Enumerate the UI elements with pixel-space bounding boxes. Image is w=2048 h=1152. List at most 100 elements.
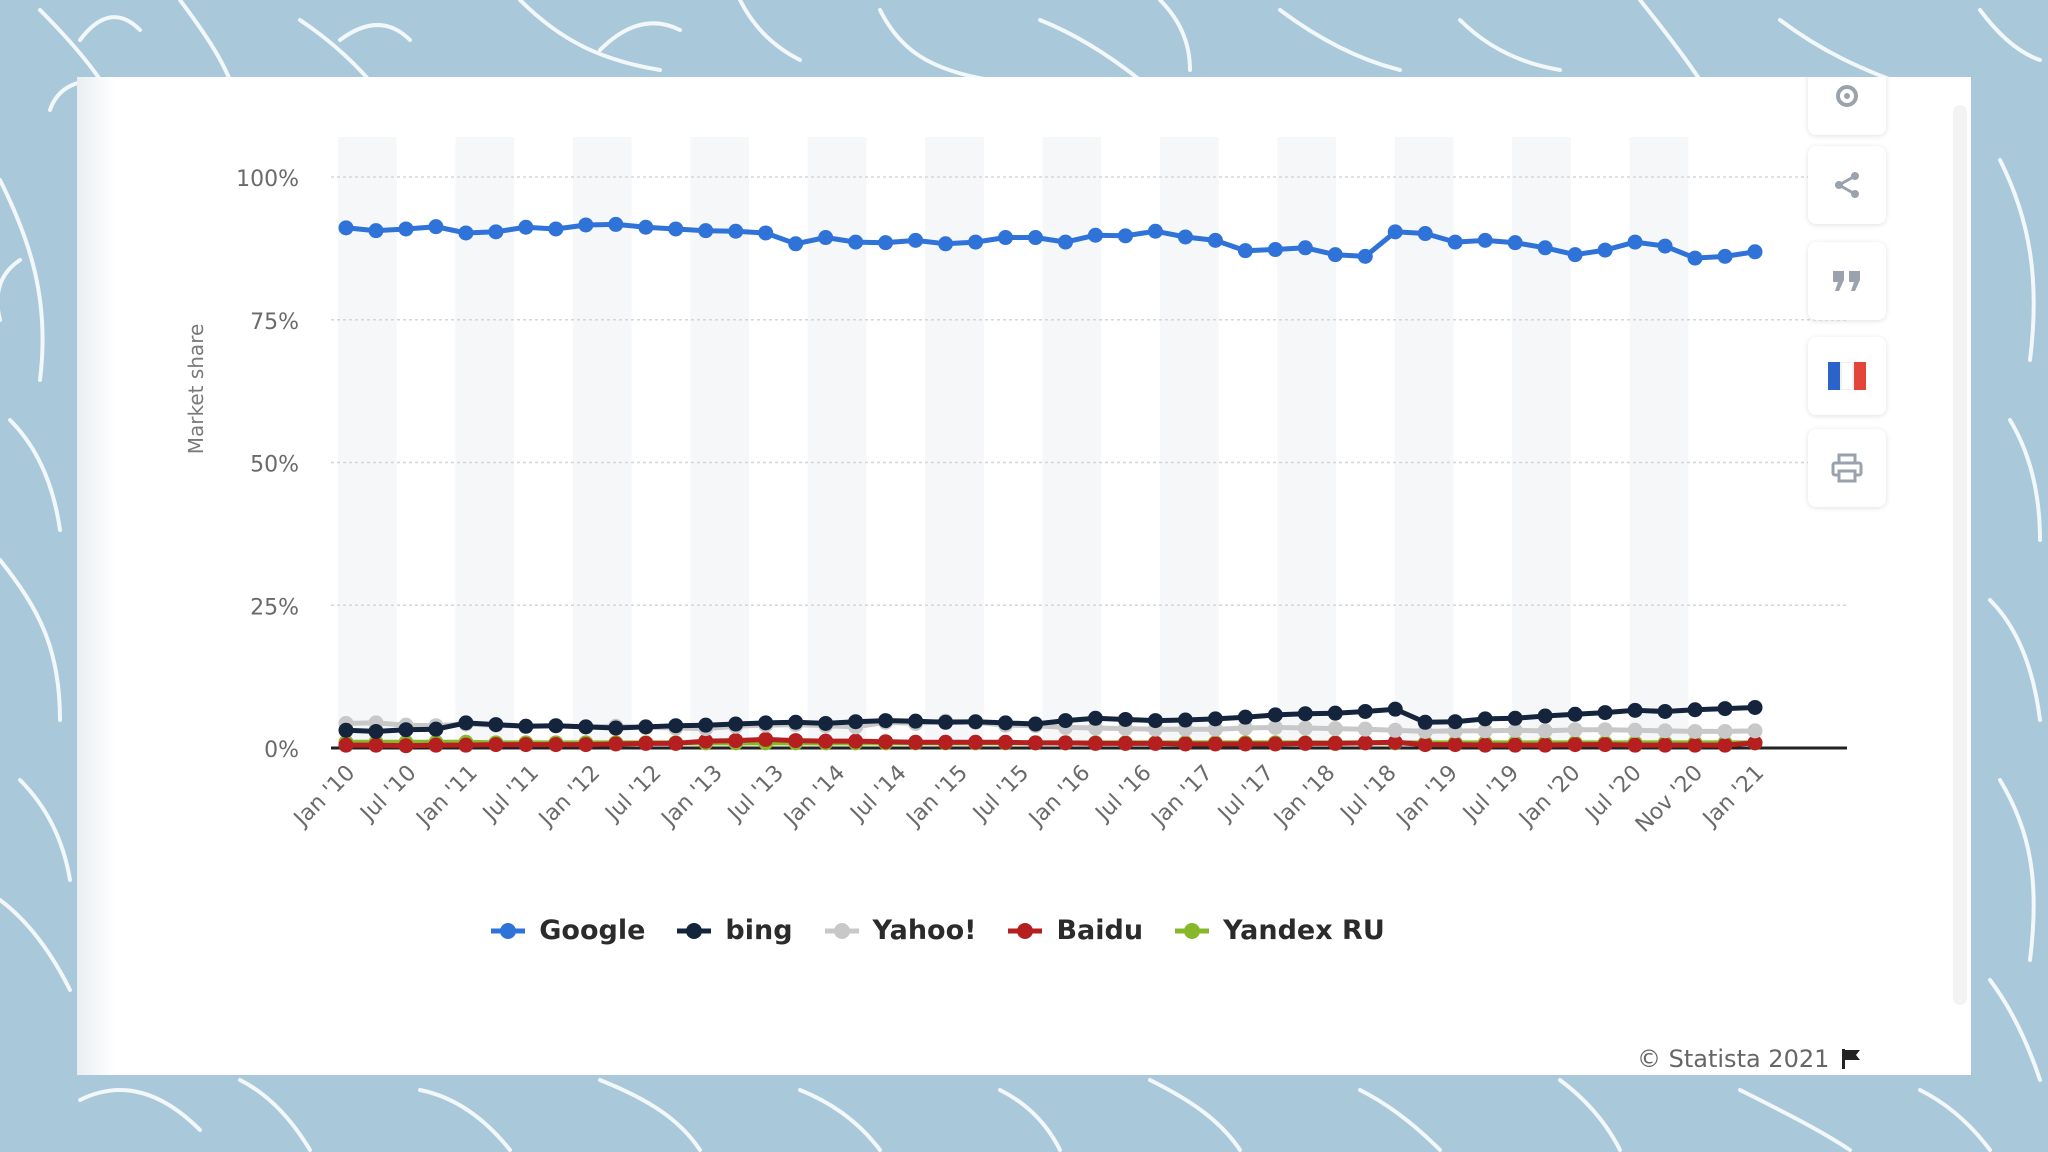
data-point[interactable] [1087, 227, 1103, 243]
data-point[interactable] [428, 721, 444, 737]
data-point[interactable] [908, 713, 924, 729]
data-point[interactable] [878, 235, 894, 251]
data-point[interactable] [1657, 723, 1673, 739]
data-point[interactable] [848, 234, 864, 250]
data-point[interactable] [818, 733, 834, 749]
data-point[interactable] [1117, 228, 1133, 244]
data-point[interactable] [368, 723, 384, 739]
data-point[interactable] [698, 733, 714, 749]
settings-button[interactable] [1808, 77, 1886, 135]
data-point[interactable] [458, 737, 474, 753]
data-point[interactable] [1597, 722, 1613, 738]
data-point[interactable] [1717, 248, 1733, 264]
data-point[interactable] [1147, 735, 1163, 751]
data-point[interactable] [698, 717, 714, 733]
data-point[interactable] [788, 733, 804, 749]
data-point[interactable] [1177, 736, 1193, 752]
data-point[interactable] [728, 733, 744, 749]
data-point[interactable] [1237, 736, 1253, 752]
data-point[interactable] [1387, 722, 1403, 738]
data-point[interactable] [668, 718, 684, 734]
data-point[interactable] [368, 223, 384, 239]
data-point[interactable] [338, 722, 354, 738]
data-point[interactable] [1597, 242, 1613, 258]
data-point[interactable] [1687, 702, 1703, 718]
data-point[interactable] [1747, 244, 1763, 260]
data-point[interactable] [338, 220, 354, 236]
data-point[interactable] [1507, 710, 1523, 726]
print-button[interactable] [1808, 429, 1886, 507]
share-button[interactable] [1808, 146, 1886, 224]
data-point[interactable] [1627, 722, 1643, 738]
data-point[interactable] [698, 223, 714, 239]
data-point[interactable] [1507, 737, 1523, 753]
data-point[interactable] [1717, 723, 1733, 739]
data-point[interactable] [1567, 722, 1583, 738]
data-point[interactable] [1477, 711, 1493, 727]
data-point[interactable] [428, 737, 444, 753]
data-point[interactable] [638, 219, 654, 235]
data-point[interactable] [608, 736, 624, 752]
data-point[interactable] [1537, 723, 1553, 739]
data-point[interactable] [1657, 737, 1673, 753]
data-point[interactable] [1207, 736, 1223, 752]
data-point[interactable] [1028, 230, 1044, 246]
data-point[interactable] [1357, 703, 1373, 719]
data-point[interactable] [1357, 248, 1373, 264]
data-point[interactable] [1567, 737, 1583, 753]
data-point[interactable] [1687, 723, 1703, 739]
data-point[interactable] [1417, 714, 1433, 730]
data-point[interactable] [848, 733, 864, 749]
data-point[interactable] [1177, 712, 1193, 728]
data-point[interactable] [938, 734, 954, 750]
data-point[interactable] [788, 714, 804, 730]
data-point[interactable] [938, 714, 954, 730]
data-point[interactable] [848, 714, 864, 730]
data-point[interactable] [1357, 721, 1373, 737]
data-point[interactable] [1237, 243, 1253, 259]
data-point[interactable] [1537, 240, 1553, 256]
data-point[interactable] [518, 219, 534, 235]
data-point[interactable] [1717, 737, 1733, 753]
data-point[interactable] [1207, 721, 1223, 737]
data-point[interactable] [1267, 719, 1283, 735]
data-point[interactable] [1687, 250, 1703, 266]
data-point[interactable] [1567, 247, 1583, 263]
data-point[interactable] [1147, 713, 1163, 729]
data-point[interactable] [1057, 713, 1073, 729]
data-point[interactable] [1537, 737, 1553, 753]
data-point[interactable] [578, 217, 594, 233]
data-point[interactable] [1207, 711, 1223, 727]
data-point[interactable] [998, 715, 1014, 731]
flag-icon[interactable] [1839, 1047, 1863, 1071]
data-point[interactable] [548, 221, 564, 237]
data-point[interactable] [818, 715, 834, 731]
data-point[interactable] [1537, 708, 1553, 724]
data-point[interactable] [1297, 735, 1313, 751]
data-point[interactable] [758, 731, 774, 747]
data-point[interactable] [1657, 703, 1673, 719]
legend-item[interactable]: bing [675, 915, 793, 946]
data-point[interactable] [1747, 735, 1763, 751]
data-point[interactable] [1057, 735, 1073, 751]
legend-item[interactable]: Baidu [1006, 915, 1143, 946]
data-point[interactable] [608, 720, 624, 736]
data-point[interactable] [818, 230, 834, 246]
data-point[interactable] [1267, 736, 1283, 752]
data-point[interactable] [1297, 240, 1313, 256]
data-point[interactable] [728, 223, 744, 239]
data-point[interactable] [1028, 735, 1044, 751]
data-point[interactable] [458, 715, 474, 731]
data-point[interactable] [1297, 706, 1313, 722]
data-point[interactable] [488, 224, 504, 240]
data-point[interactable] [788, 236, 804, 252]
data-point[interactable] [548, 718, 564, 734]
data-point[interactable] [1447, 737, 1463, 753]
data-point[interactable] [398, 722, 414, 738]
data-point[interactable] [338, 737, 354, 753]
data-point[interactable] [518, 718, 534, 734]
data-point[interactable] [1267, 707, 1283, 723]
data-point[interactable] [1117, 711, 1133, 727]
data-point[interactable] [548, 737, 564, 753]
data-point[interactable] [668, 221, 684, 237]
